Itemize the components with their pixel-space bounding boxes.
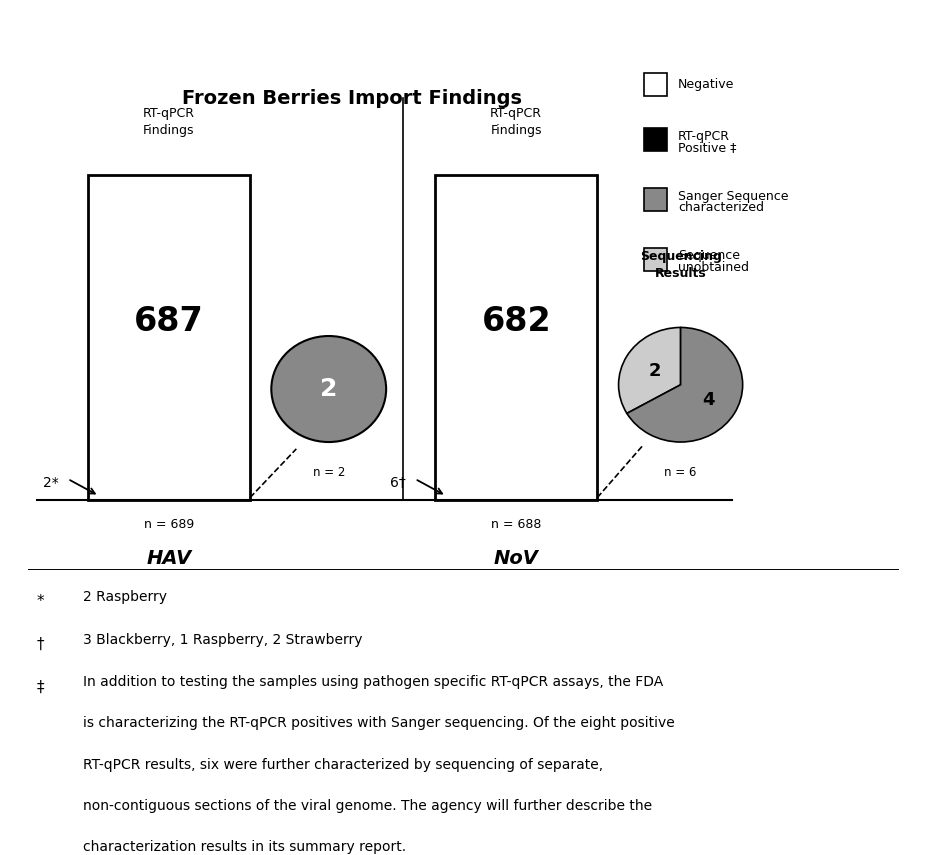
Bar [88,175,250,500]
Text: 682: 682 [482,305,551,338]
Text: n = 2: n = 2 [313,466,344,480]
Text: Sanger Sequence: Sanger Sequence [678,190,788,203]
Text: Negative: Negative [678,78,734,91]
Text: 687: 687 [134,305,204,338]
Text: Frozen Berries Import Findings: Frozen Berries Import Findings [181,89,522,108]
Text: 2: 2 [320,377,337,401]
Text: characterization results in its summary report.: characterization results in its summary … [83,840,407,853]
Bar [644,248,667,271]
Text: 4: 4 [703,391,715,409]
Text: Sequencing
Results: Sequencing Results [640,251,721,280]
Circle shape [271,336,386,442]
Text: 3 Blackberry, 1 Raspberry, 2 Strawberry: 3 Blackberry, 1 Raspberry, 2 Strawberry [83,633,363,646]
Bar [435,175,597,500]
Text: characterized: characterized [678,201,764,215]
Text: is characterizing the RT-qPCR positives with Sanger sequencing. Of the eight pos: is characterizing the RT-qPCR positives … [83,716,675,730]
Text: †: † [37,637,44,652]
Text: *: * [37,594,44,610]
Text: 2*: 2* [43,476,59,490]
Text: unobtained: unobtained [678,261,749,274]
Bar [644,188,667,211]
Text: 6†: 6† [390,476,407,490]
Text: Positive ‡: Positive ‡ [678,141,736,155]
Text: n = 6: n = 6 [665,466,696,480]
Text: 2 Raspberry: 2 Raspberry [83,590,168,604]
Text: In addition to testing the samples using pathogen specific RT-qPCR assays, the F: In addition to testing the samples using… [83,675,664,689]
Bar [644,128,667,151]
Text: n = 688: n = 688 [491,517,542,531]
Text: Sequence: Sequence [678,250,740,262]
Wedge shape [627,327,743,442]
Text: 2: 2 [649,362,661,380]
Text: n = 689: n = 689 [144,517,194,531]
Text: ‡: ‡ [37,680,44,695]
Text: non-contiguous sections of the viral genome. The agency will further describe th: non-contiguous sections of the viral gen… [83,799,653,812]
Wedge shape [619,327,681,413]
Text: RT-qPCR: RT-qPCR [678,130,730,143]
Bar [644,73,667,96]
Text: RT-qPCR
Findings: RT-qPCR Findings [490,107,543,137]
Text: HAV: HAV [146,549,192,568]
Text: NoV: NoV [494,549,539,568]
Text: RT-qPCR results, six were further characterized by sequencing of separate,: RT-qPCR results, six were further charac… [83,758,604,771]
Text: RT-qPCR
Findings: RT-qPCR Findings [143,107,195,137]
